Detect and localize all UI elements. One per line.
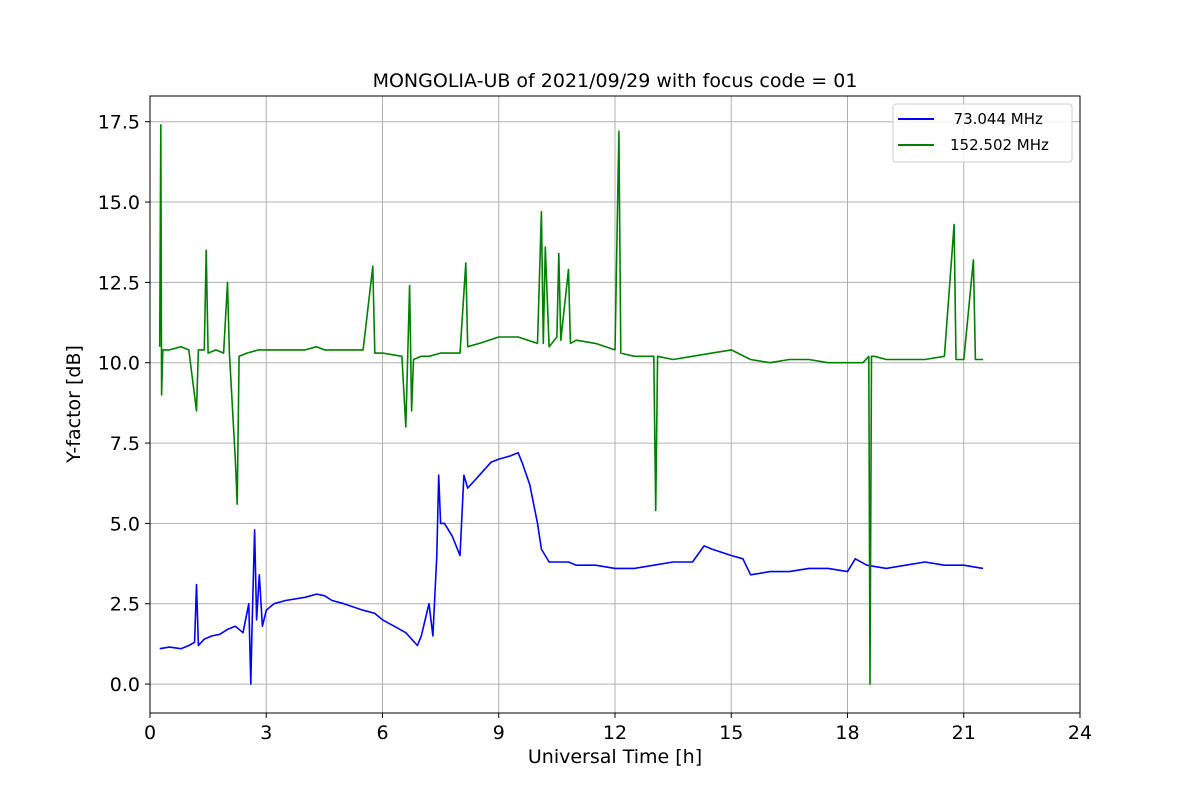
y-tick-label: 12.5 <box>98 272 140 294</box>
ticks: 0 3 6 9 12 15 18 21 24 0.0 2.5 5.0 7.5 10.0 12.5 15.0 17… <box>98 112 1092 744</box>
x-tick-label: 0 <box>144 722 156 744</box>
series-152mhz-line <box>158 124 984 685</box>
x-tick-label: 18 <box>835 722 859 744</box>
y-tick-label: 7.5 <box>110 433 140 455</box>
x-tick-label: 12 <box>603 722 627 744</box>
y-axis-label: Y-factor [dB] <box>63 345 85 464</box>
legend-label-152mhz: 152.502 MHz <box>950 136 1049 154</box>
x-tick-label: 21 <box>952 722 976 744</box>
series-layer <box>158 124 984 685</box>
y-tick-label: 2.5 <box>110 594 140 616</box>
chart-title: MONGOLIA-UB of 2021/09/29 with focus cod… <box>373 70 858 92</box>
x-tick-label: 3 <box>260 722 272 744</box>
legend: 73.044 MHz 152.502 MHz <box>892 103 1073 163</box>
legend-box <box>892 103 1073 163</box>
y-tick-label: 0.0 <box>110 674 140 696</box>
x-tick-label: 15 <box>719 722 743 744</box>
y-tick-label: 17.5 <box>98 112 140 134</box>
y-tick-label: 10.0 <box>98 353 140 375</box>
x-tick-label: 9 <box>493 722 505 744</box>
x-tick-label: 6 <box>376 722 388 744</box>
x-tick-label: 24 <box>1068 722 1092 744</box>
x-axis-label: Universal Time [h] <box>528 746 702 768</box>
y-tick-label: 15.0 <box>98 192 140 214</box>
legend-label-73mhz: 73.044 MHz <box>944 110 1043 128</box>
y-tick-label: 5.0 <box>110 513 140 535</box>
series-73mhz-line <box>159 451 984 685</box>
